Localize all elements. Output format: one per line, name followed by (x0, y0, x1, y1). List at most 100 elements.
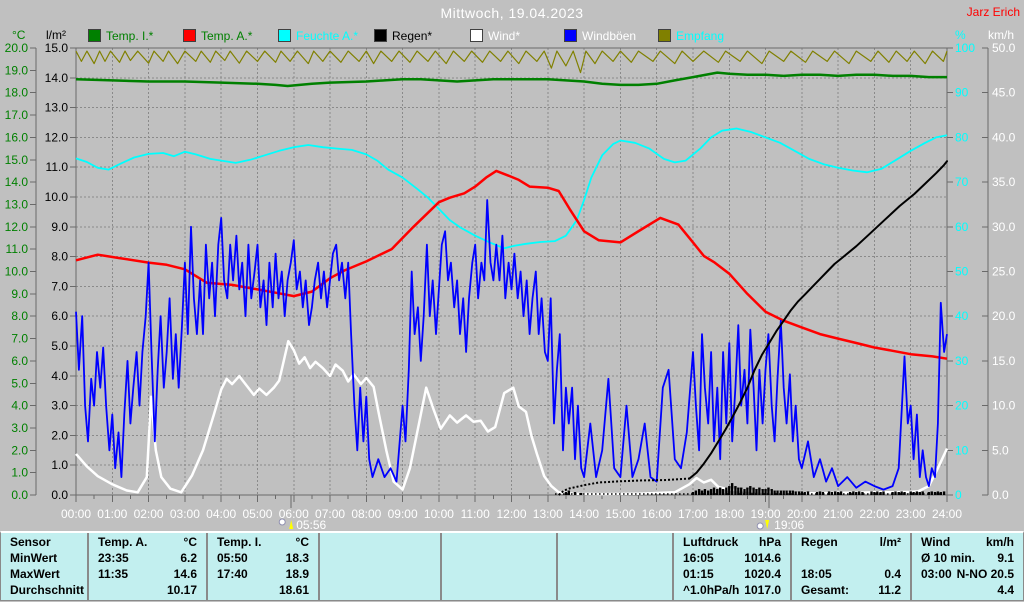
lm2-axis-label: 8.0 (51, 250, 68, 264)
rain-interval-bar (709, 489, 713, 495)
table-avg-cell: 18.61 (278, 583, 309, 597)
percent-axis-label: 30 (955, 354, 969, 368)
rain-interval-bar (746, 487, 749, 495)
series-temp--i--line (75, 71, 947, 88)
table-min-cell (558, 550, 672, 566)
celsius-axis-label: 11.0 (6, 242, 29, 256)
time-axis-label: 09:00 (388, 507, 418, 521)
percent-axis-label: 80 (955, 130, 969, 144)
legend: Temp. I.* Temp. A.* Feuchte A.* Regen* Wind*… (0, 29, 1024, 43)
table-header-cell: Luftdruck hPa (683, 535, 781, 549)
lm2-axis-label: 12.0 (45, 130, 69, 144)
lm2-axis-label: 14.0 (45, 71, 69, 85)
rain-interval-bar (939, 492, 943, 495)
rain-interval-bar (755, 489, 758, 495)
rain-interval-bar (921, 491, 924, 495)
time-axis-label: 17:00 (678, 507, 708, 521)
table-column-luftdruck: Luftdruck hPa 16:05 1014.6 01:15 1020.4 ^1.0hP… (672, 533, 790, 600)
lm2-axis-label: 5.0 (51, 339, 68, 353)
table-column-empty (318, 533, 440, 600)
rain-interval-bar (915, 491, 919, 495)
table-header-cell (320, 534, 440, 550)
rain-interval-bar (761, 489, 764, 495)
kmh-axis-label: 15.0 (992, 354, 1016, 368)
table-min-cell (792, 550, 910, 566)
table-header-cell: Temp. I. °C (217, 535, 309, 549)
sunset-icon (756, 522, 764, 530)
percent-axis-unit: % (955, 28, 966, 42)
series-regen-line (558, 477, 690, 496)
kmh-axis-label: 10.0 (992, 399, 1016, 413)
table-avg-cell: ^1.0hPa/h 1017.0 (683, 583, 781, 597)
rain-interval-bar (728, 486, 731, 495)
table-row-label: Sensor (10, 535, 51, 549)
time-axis-label: 16:00 (642, 507, 672, 521)
lm2-axis-label: 6.0 (51, 309, 68, 323)
celsius-axis-label: 12.0 (5, 220, 29, 234)
legend-item-feuchtea: Feuchte A.* (278, 29, 358, 43)
table-max-cell: 18:05 0.4 (801, 567, 901, 581)
rain-interval-bar (785, 490, 788, 495)
table-column-empty (440, 533, 556, 600)
kmh-axis-label: 0.0 (992, 488, 1009, 502)
percent-axis-label: 100 (955, 41, 975, 55)
lm2-axis-label: 11.0 (46, 160, 69, 174)
rain-interval-bar (758, 487, 761, 495)
rain-interval-bar (579, 492, 583, 495)
table-header-cell (442, 534, 556, 550)
celsius-axis-label: 4.0 (11, 399, 28, 413)
table-min-cell (442, 550, 556, 566)
rain-interval-bar (697, 489, 701, 495)
rain-interval-bar (767, 487, 770, 495)
table-header-cell: Wind km/h (921, 535, 1014, 549)
table-max-cell: 17:40 18.9 (217, 567, 309, 581)
rain-interval-bar (782, 490, 785, 495)
time-axis-label: 05:00 (242, 507, 272, 521)
rain-interval-bar (912, 492, 915, 495)
celsius-axis-label: 13.0 (5, 197, 29, 211)
kmh-axis-label: 45.0 (992, 86, 1016, 100)
table-row-label: Durchschnitt (10, 583, 85, 597)
rain-interval-bar (712, 487, 716, 495)
rain-interval-bar (903, 492, 906, 495)
kmh-axis-label: 40.0 (992, 130, 1016, 144)
rain-interval-bar (730, 483, 734, 495)
legend-swatch-icon (88, 29, 101, 42)
rain-interval-bar (703, 489, 707, 495)
kmh-axis-label: 30.0 (992, 220, 1016, 234)
celsius-axis-unit: °C (12, 28, 26, 42)
kmh-axis-label: 35.0 (992, 175, 1016, 189)
percent-axis-label: 20 (955, 399, 969, 413)
rain-interval-bar (882, 491, 885, 495)
legend-swatch-icon (470, 29, 483, 42)
legend-item-tempi: Temp. I.* (88, 29, 153, 43)
time-axis-label: 06:00 (279, 507, 309, 521)
station-owner: Jarz Erich (966, 5, 1020, 19)
rain-interval-bar (734, 486, 737, 495)
table-avg-cell (558, 582, 672, 598)
celsius-axis-label: 17.0 (5, 108, 29, 122)
rain-interval-bar (573, 492, 577, 495)
celsius-axis-label: 18.0 (5, 86, 29, 100)
rain-interval-bar (749, 486, 752, 495)
celsius-axis-label: 20.0 (5, 41, 29, 55)
table-row-label: MaxWert (10, 567, 60, 581)
kmh-axis-unit: km/h (988, 28, 1015, 42)
legend-label: Empfang (676, 28, 725, 43)
table-column-tempa: Temp. A. °C 23:35 6.2 11:35 14.6 10.17 (87, 533, 206, 600)
rain-interval-bar (933, 492, 937, 495)
rain-interval-bar (800, 491, 804, 495)
series-wind-line (75, 339, 949, 496)
table-avg-cell (320, 582, 440, 598)
table-min-cell: Ø 10 min. 9.1 (921, 551, 1014, 565)
time-axis-label: 20:00 (787, 507, 817, 521)
rain-interval-bar (894, 491, 897, 495)
lm2-axis-unit: l/m² (46, 28, 66, 42)
time-axis-label: 14:00 (569, 507, 599, 521)
legend-label: Windböen (582, 28, 637, 43)
rain-interval-bar (839, 491, 843, 495)
table-max-cell (558, 566, 672, 582)
rain-interval-bar (740, 487, 743, 495)
rain-interval-bar (725, 487, 728, 495)
rain-interval-bar (821, 492, 825, 495)
